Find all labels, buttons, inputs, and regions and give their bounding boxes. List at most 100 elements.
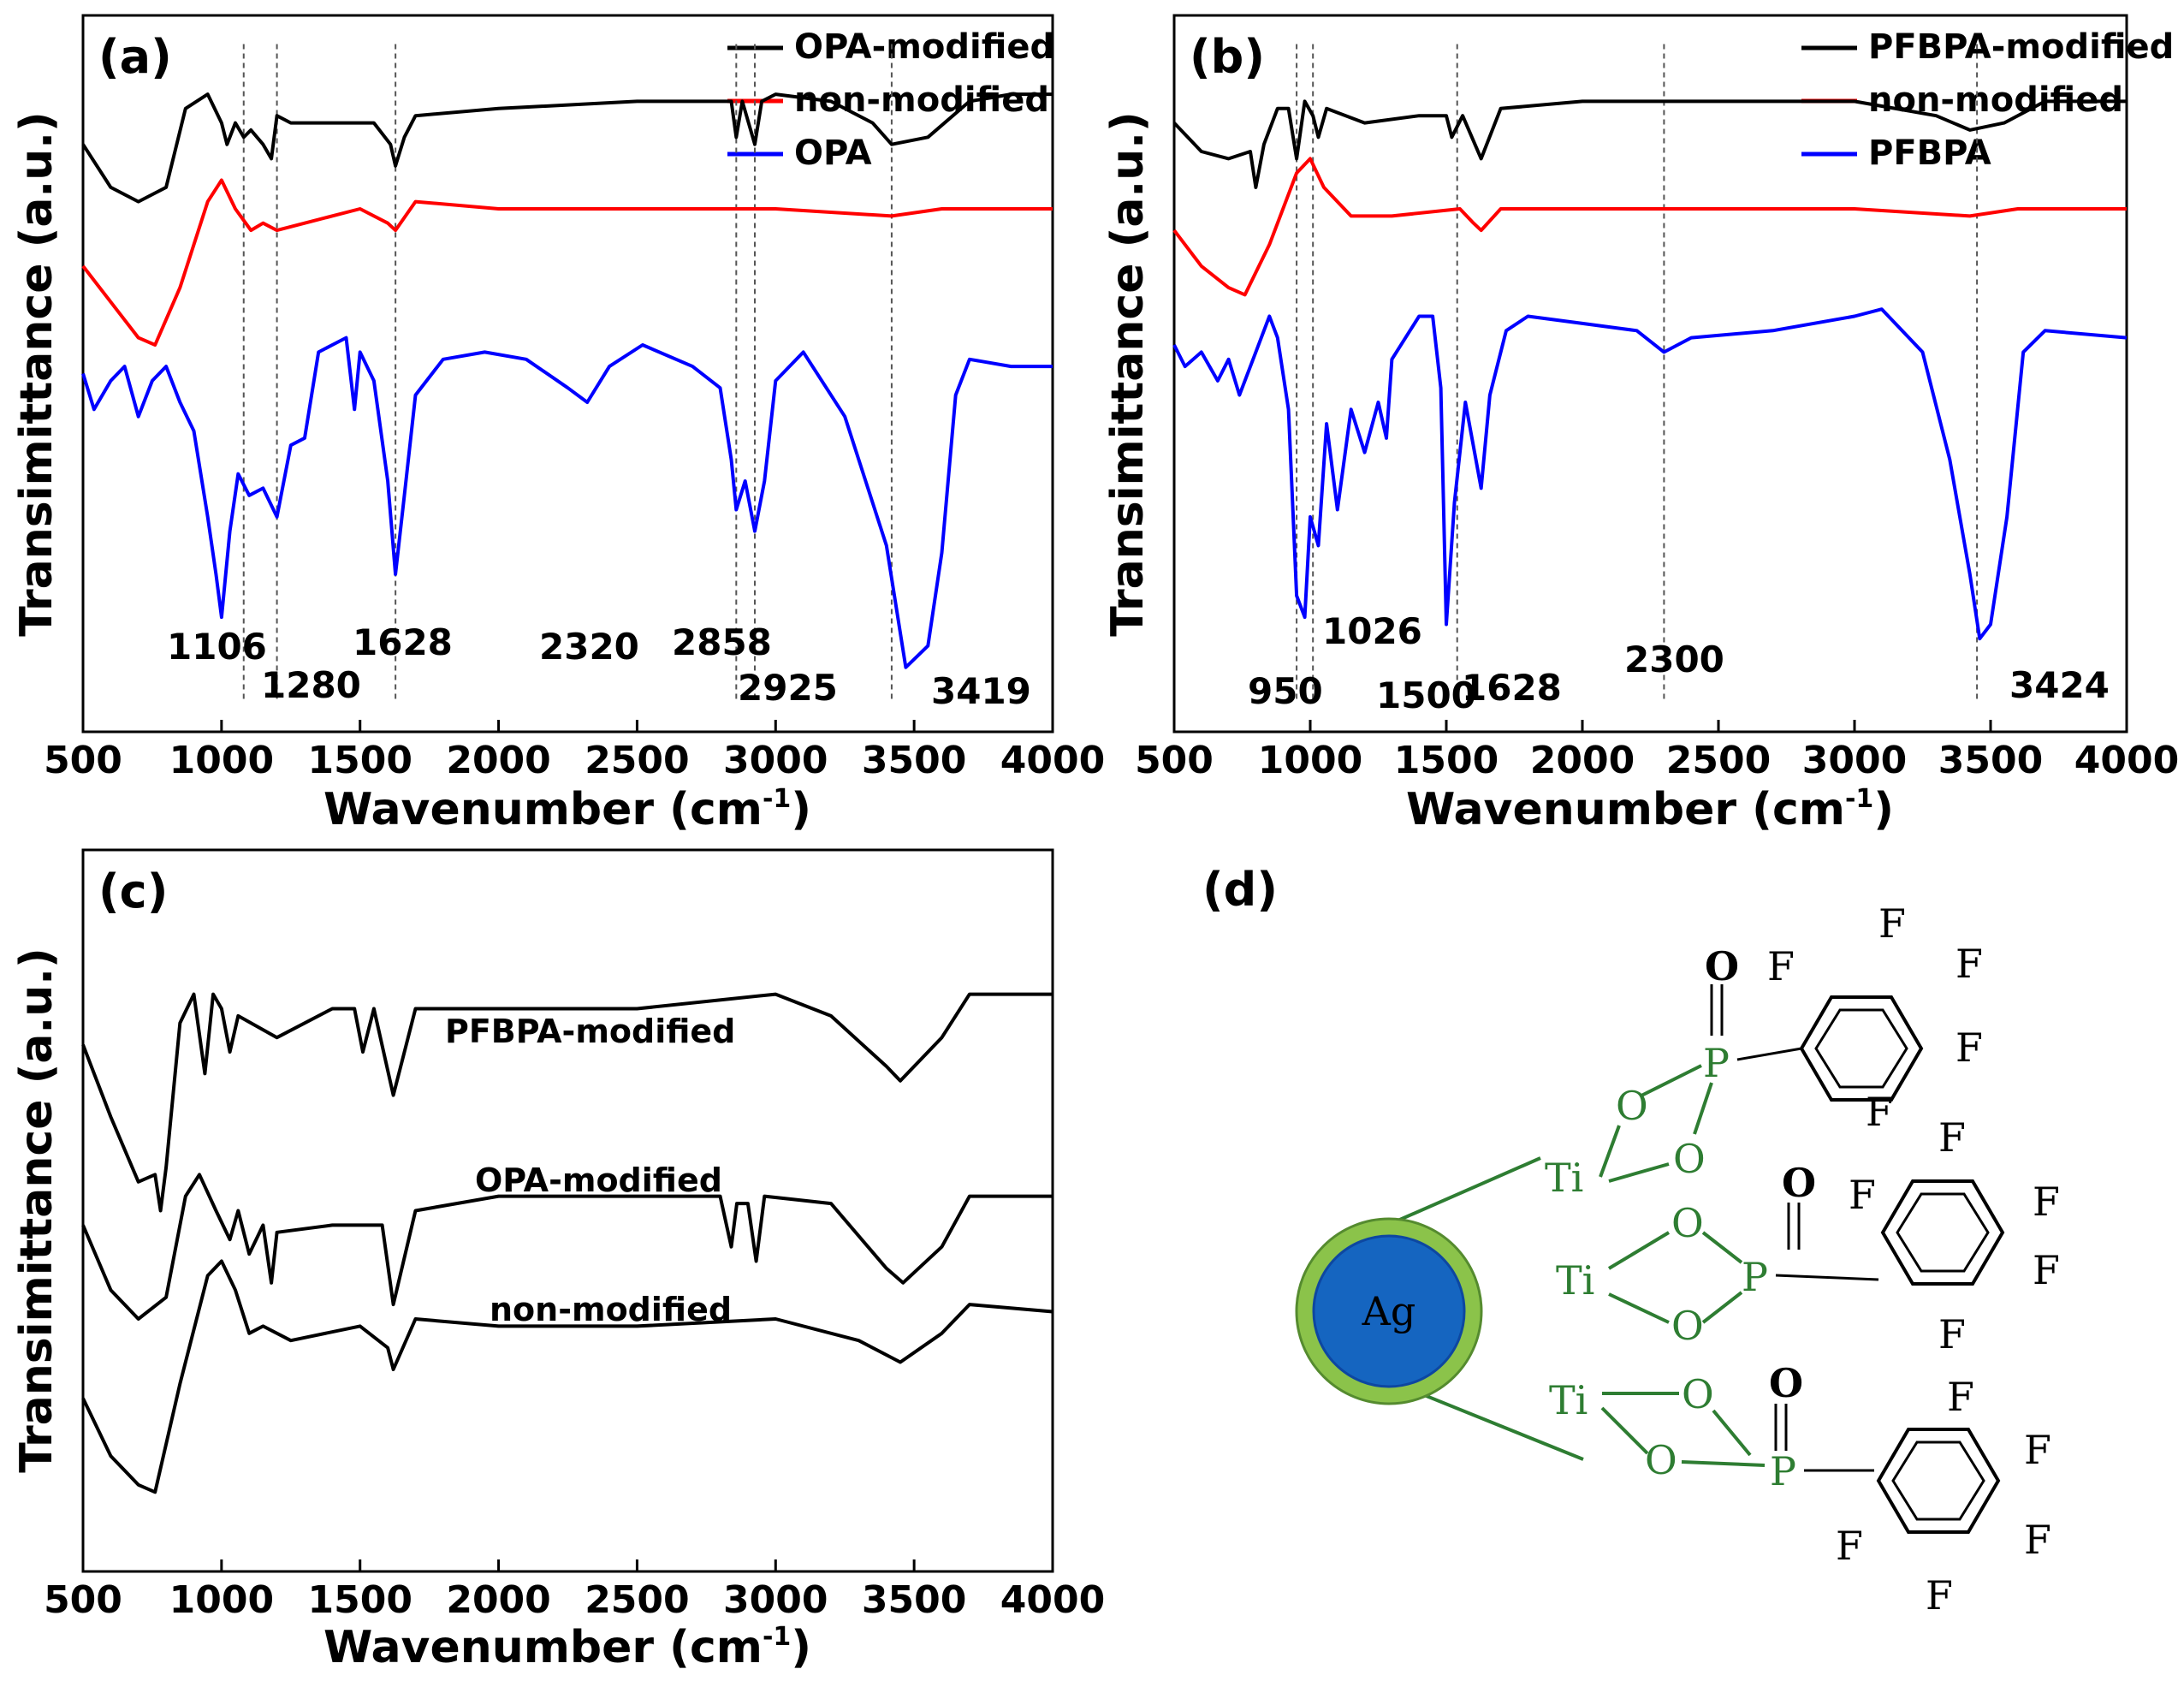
benzene-inner <box>1814 1008 1908 1089</box>
f-label: F <box>1767 943 1795 989</box>
x-ticks-b: 500 1000 1500 2000 2500 3000 3500 4000 <box>1135 720 2179 782</box>
x-axis-title-a: Wavenumber (cm-1) <box>323 784 811 835</box>
curves-c <box>81 992 1053 1494</box>
series-line-opa-modified <box>81 92 1053 204</box>
ti-label: Ti <box>1545 1155 1583 1201</box>
f-label: F <box>1938 1311 1966 1357</box>
bond <box>1701 1231 1743 1264</box>
f-label: F <box>1956 941 1983 987</box>
panel-tag-b: (b) <box>1190 30 1265 84</box>
y-axis-title-b: Transimittance (a.u.) <box>1102 111 1154 636</box>
legend-entry: OPA-modified <box>794 27 1054 67</box>
bond <box>1608 1292 1670 1324</box>
ag-core <box>1312 1234 1466 1388</box>
x-tick-label: 1000 <box>169 739 274 782</box>
legend-a: OPA-modified non-modified OPA <box>727 27 1054 173</box>
ti-label: Ti <box>1556 1257 1594 1304</box>
x-tick-label: 3500 <box>862 1578 966 1622</box>
panel-a: (a) OPA-modified non-modified OPA 1106 128… <box>11 14 1105 835</box>
peak-labels-b: 950 1026 1500 1628 2300 3424 <box>1248 610 2110 716</box>
o-label: O <box>1769 1360 1803 1406</box>
peak-label: 1628 <box>353 621 453 663</box>
plot-frame-a <box>81 14 1054 734</box>
x-tick-label: 2500 <box>1666 739 1771 782</box>
x-tick-label: 2500 <box>585 739 689 782</box>
f-label: F <box>2033 1247 2060 1293</box>
x-tick-label: 3500 <box>1938 739 2043 782</box>
x-tick-label: 1500 <box>307 739 412 782</box>
series-line-non-modified <box>1172 157 2127 297</box>
o-label: O <box>1616 1083 1648 1129</box>
phosphonate-group-3: Ti O O P <box>1549 1371 1796 1494</box>
legend-entry: PFBPA <box>1868 134 1991 173</box>
benzene-ring <box>1799 995 1924 1102</box>
peak-label: 3419 <box>931 670 1031 712</box>
phosphonate-group-2: Ti O O P <box>1556 1200 1768 1349</box>
p-label: P <box>1703 1040 1730 1086</box>
x-tick-label: 1500 <box>1394 739 1499 782</box>
x-ticks-c: 500 1000 1500 2000 2500 3000 3500 4000 <box>44 1559 1105 1622</box>
f-label: F <box>2024 1427 2051 1473</box>
benzene-inner <box>1891 1440 1985 1521</box>
o-label: O <box>1671 1200 1704 1246</box>
legend-entry: PFBPA-modified <box>1868 27 2174 67</box>
peak-label: 2925 <box>738 667 838 709</box>
legend-entry: OPA <box>794 134 872 173</box>
phosphonate-group-1: Ti O O P <box>1545 1040 1730 1201</box>
f-label: F <box>1849 1172 1876 1218</box>
o-label: O <box>1782 1160 1816 1206</box>
peak-label: 950 <box>1248 670 1323 712</box>
f-label: F <box>1956 1025 1983 1071</box>
o-label: O <box>1645 1437 1677 1483</box>
series-line-pfbpa <box>1172 307 2128 641</box>
curves-a <box>81 92 1053 669</box>
f-label: F <box>1878 900 1906 947</box>
x-tick-label: 4000 <box>2074 739 2179 782</box>
x-tick-label: 500 <box>44 1578 122 1622</box>
x-tick-label: 3000 <box>723 1578 828 1622</box>
x-tick-label: 1500 <box>307 1578 412 1622</box>
series-line-non-modified <box>81 1259 1053 1494</box>
benzene-ring <box>1876 1428 2001 1534</box>
bond <box>1607 1231 1671 1270</box>
curve-label: non-modified <box>490 1291 732 1328</box>
x-tick-label: 1000 <box>169 1578 274 1622</box>
o-label: O <box>1671 1303 1704 1349</box>
f-label: F <box>2033 1179 2060 1225</box>
peak-label: 1106 <box>167 626 267 668</box>
series-line-non-modified <box>81 178 1053 347</box>
peak-label: 2300 <box>1624 639 1724 680</box>
curve-label: PFBPA-modified <box>445 1013 735 1050</box>
bond <box>1693 1082 1713 1135</box>
x-tick-label: 2500 <box>585 1578 689 1622</box>
x-tick-label: 3000 <box>1802 739 1907 782</box>
x-tick-label: 500 <box>44 739 122 782</box>
series-line-pfbpa-modified <box>1172 99 2127 189</box>
panel-d: (d) Ag Ti O O P O F F F F F Ti <box>1202 863 2060 1619</box>
bond <box>1701 1291 1743 1324</box>
bond <box>1600 1406 1649 1455</box>
x-tick-label: 2000 <box>1530 739 1635 782</box>
x-tick-label: 4000 <box>1000 1578 1105 1622</box>
panel-tag-c: (c) <box>98 864 168 918</box>
f-label: F <box>1938 1114 1966 1161</box>
curve-label: OPA-modified <box>475 1161 722 1199</box>
bond <box>1641 1064 1702 1097</box>
bond <box>1681 1460 1766 1467</box>
peak-label: 1500 <box>1376 674 1476 716</box>
x-axis-title-c: Wavenumber (cm-1) <box>323 1622 811 1673</box>
peak-label: 2858 <box>672 621 772 663</box>
markers-a <box>242 44 893 704</box>
y-axis-title-a: Transimittance (a.u.) <box>11 111 62 636</box>
plot-frame-c <box>81 848 1054 1573</box>
legend-entry: non-modified <box>794 80 1049 120</box>
peak-label: 1280 <box>261 664 361 706</box>
x-ticks-a: 500 1000 1500 2000 2500 3000 3500 4000 <box>44 720 1105 782</box>
f-label: F <box>1926 1572 1953 1619</box>
panel-tag-d: (d) <box>1202 863 1278 917</box>
x-tick-label: 3500 <box>862 739 966 782</box>
curves-b <box>1172 99 2128 641</box>
bond <box>1712 1409 1752 1457</box>
f-label: F <box>2024 1517 2051 1563</box>
